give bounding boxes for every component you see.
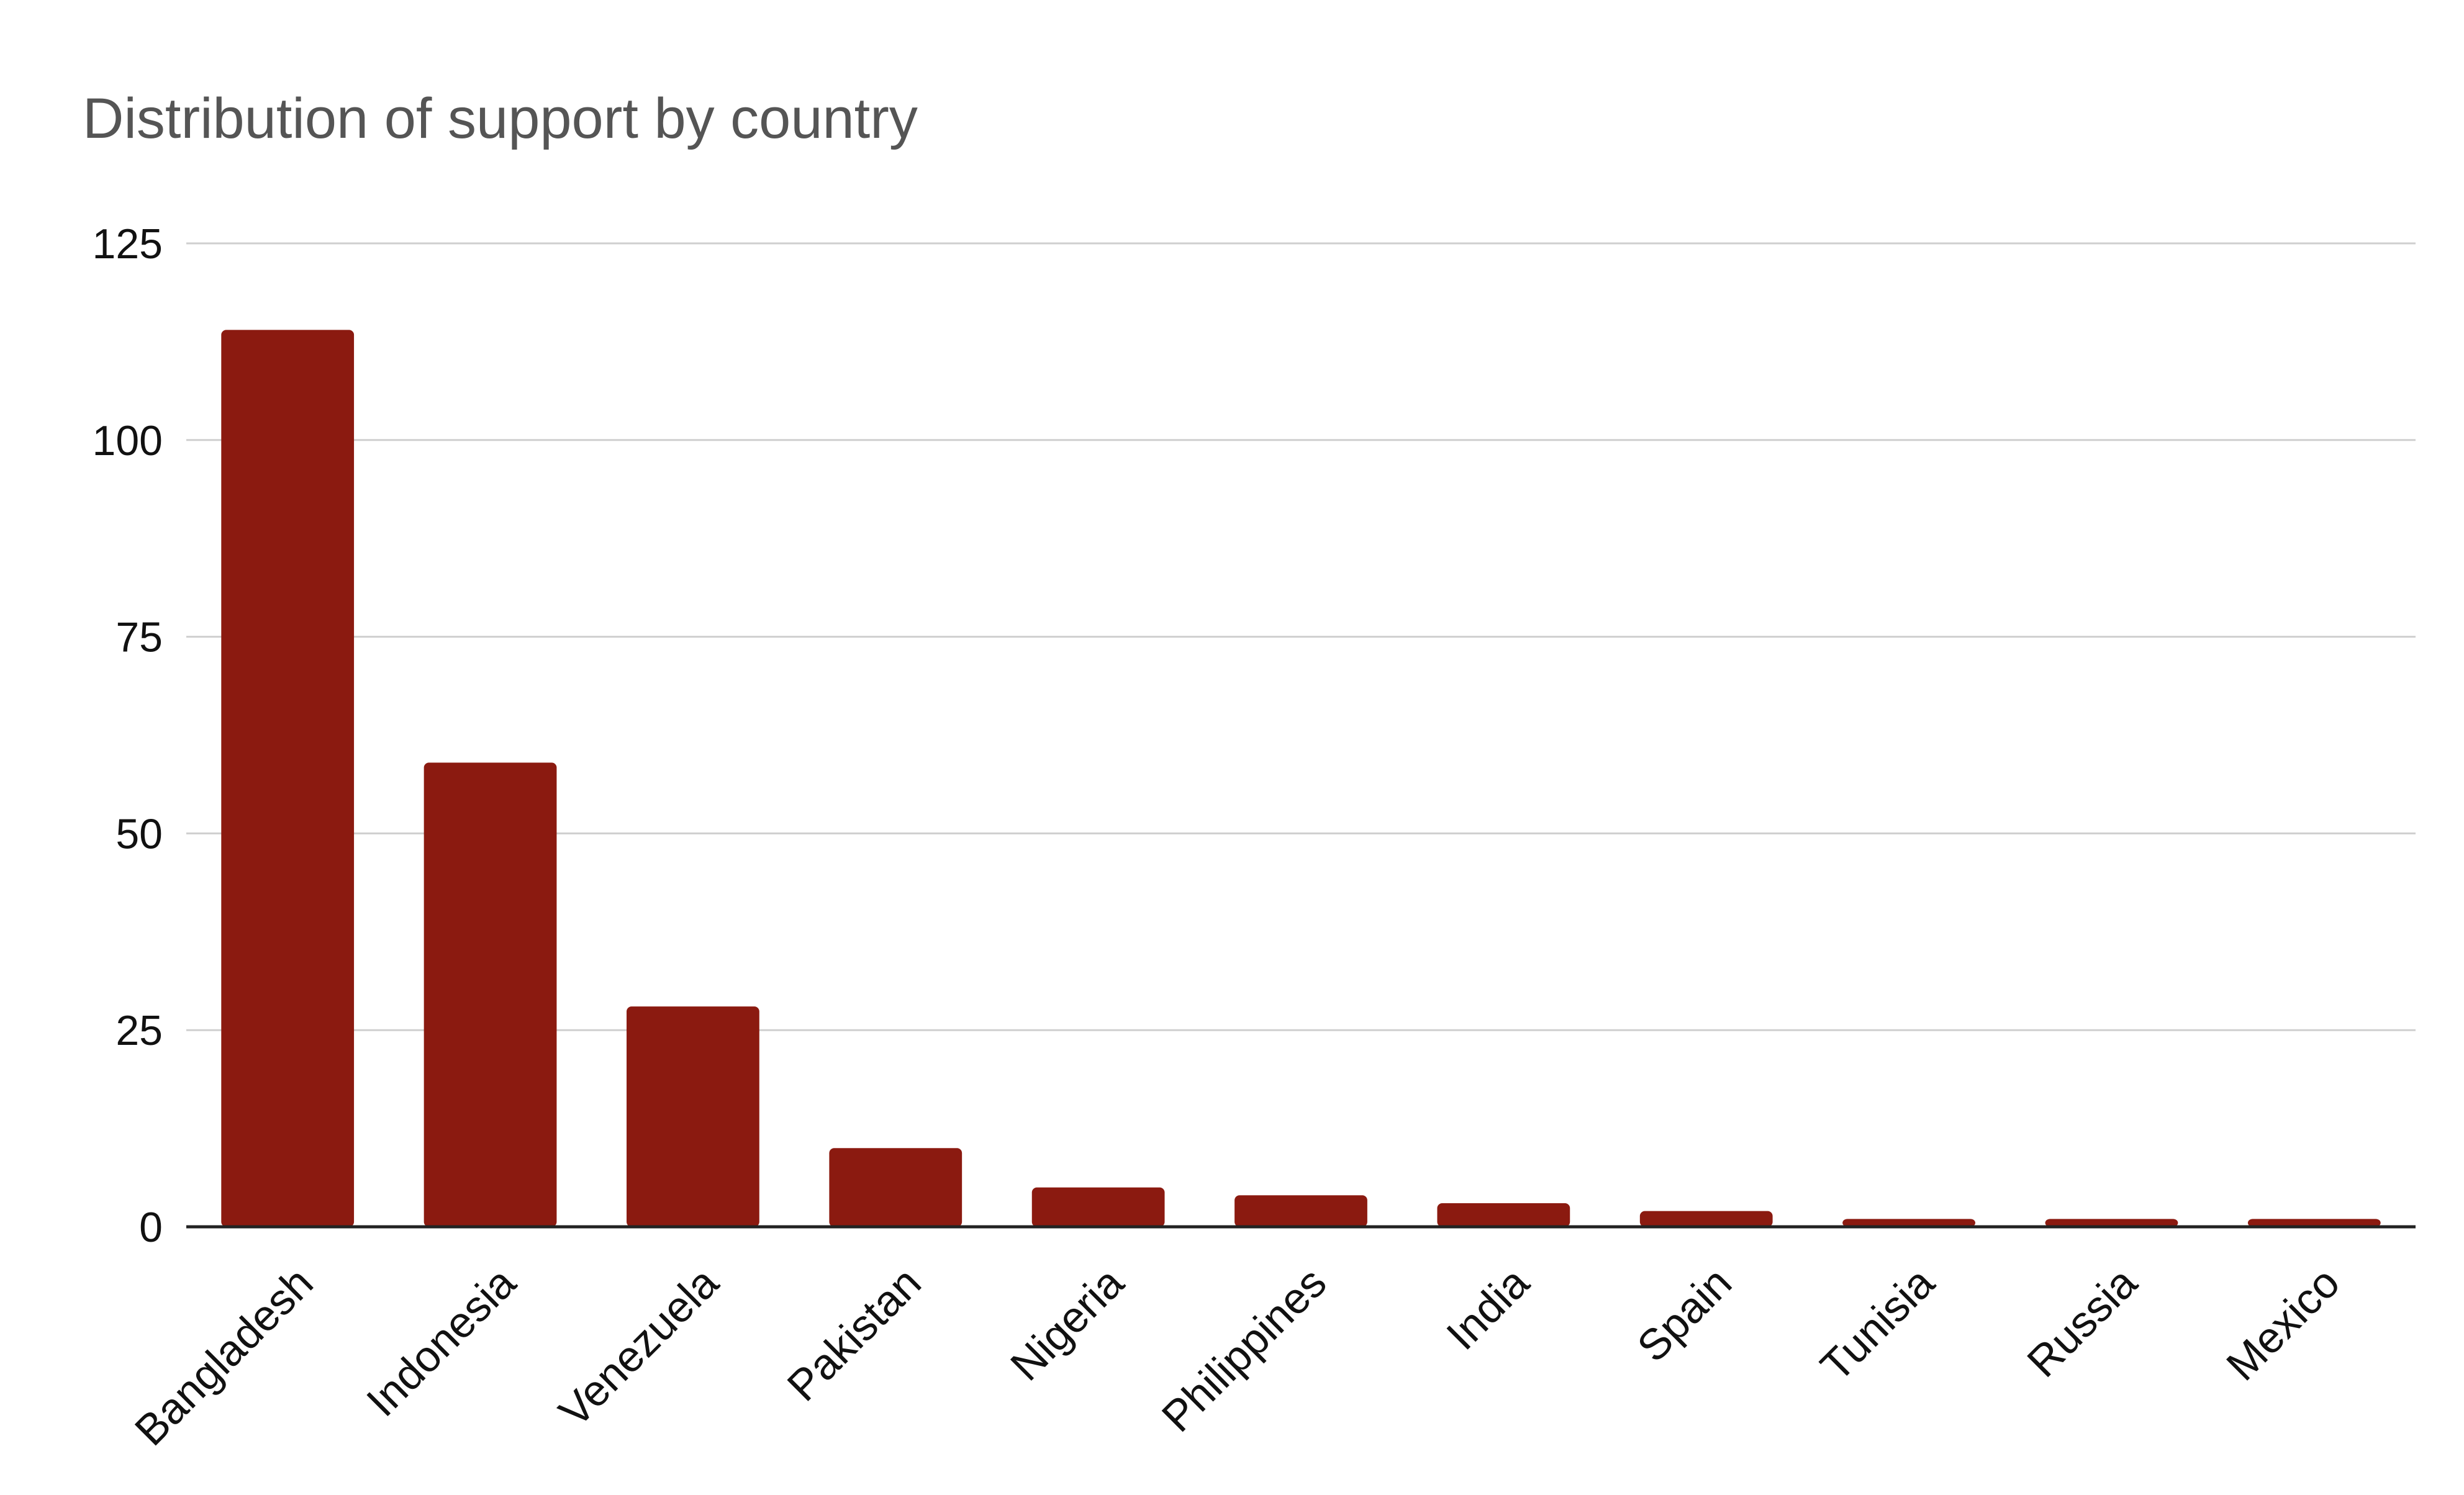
x-tick-label-indonesia: Indonesia — [357, 1258, 525, 1425]
bar-india — [1437, 1203, 1570, 1227]
y-tick-label-50: 50 — [116, 810, 163, 857]
x-tick-label-pakistan: Pakistan — [778, 1258, 930, 1410]
x-tick-label-india: India — [1437, 1258, 1538, 1359]
x-tick-label-nigeria: Nigeria — [1001, 1258, 1133, 1389]
bars — [221, 330, 2381, 1227]
bar-tunisia — [1842, 1219, 1975, 1227]
x-tick-label-tunisia: Tunisia — [1811, 1258, 1944, 1390]
gridlines — [186, 242, 2416, 1031]
y-tick-label-100: 100 — [93, 417, 163, 464]
x-tick-label-mexico: Mexico — [2217, 1258, 2348, 1389]
y-tick-label-25: 25 — [116, 1007, 163, 1054]
x-tick-label-russia: Russia — [2018, 1258, 2146, 1386]
x-tick-label-philippines: Philippines — [1153, 1258, 1336, 1441]
y-tick-label-0: 0 — [139, 1204, 163, 1251]
bar-spain — [1639, 1211, 1773, 1227]
bar-indonesia — [424, 762, 557, 1227]
bar-russia — [2045, 1219, 2178, 1227]
bar-pakistan — [829, 1148, 962, 1227]
y-tick-label-125: 125 — [93, 220, 163, 268]
y-tick-label-75: 75 — [116, 614, 163, 661]
x-tick-label-bangladesh: Bangladesh — [125, 1258, 322, 1455]
x-axis-tick-labels: Bangladesh Indonesia Venezuela Pakistan Nige… — [125, 1258, 2348, 1455]
chart-title: Distribution of support by country — [83, 87, 918, 150]
x-tick-label-spain: Spain — [1628, 1258, 1741, 1371]
bar-bangladesh — [221, 330, 355, 1227]
x-tick-label-venezuela: Venezuela — [550, 1258, 727, 1435]
bar-nigeria — [1031, 1187, 1165, 1227]
bar-mexico — [2247, 1219, 2381, 1227]
y-axis-tick-labels: 0 25 50 75 100 125 — [93, 220, 163, 1251]
bar-venezuela — [627, 1006, 759, 1227]
bar-philippines — [1234, 1195, 1367, 1227]
